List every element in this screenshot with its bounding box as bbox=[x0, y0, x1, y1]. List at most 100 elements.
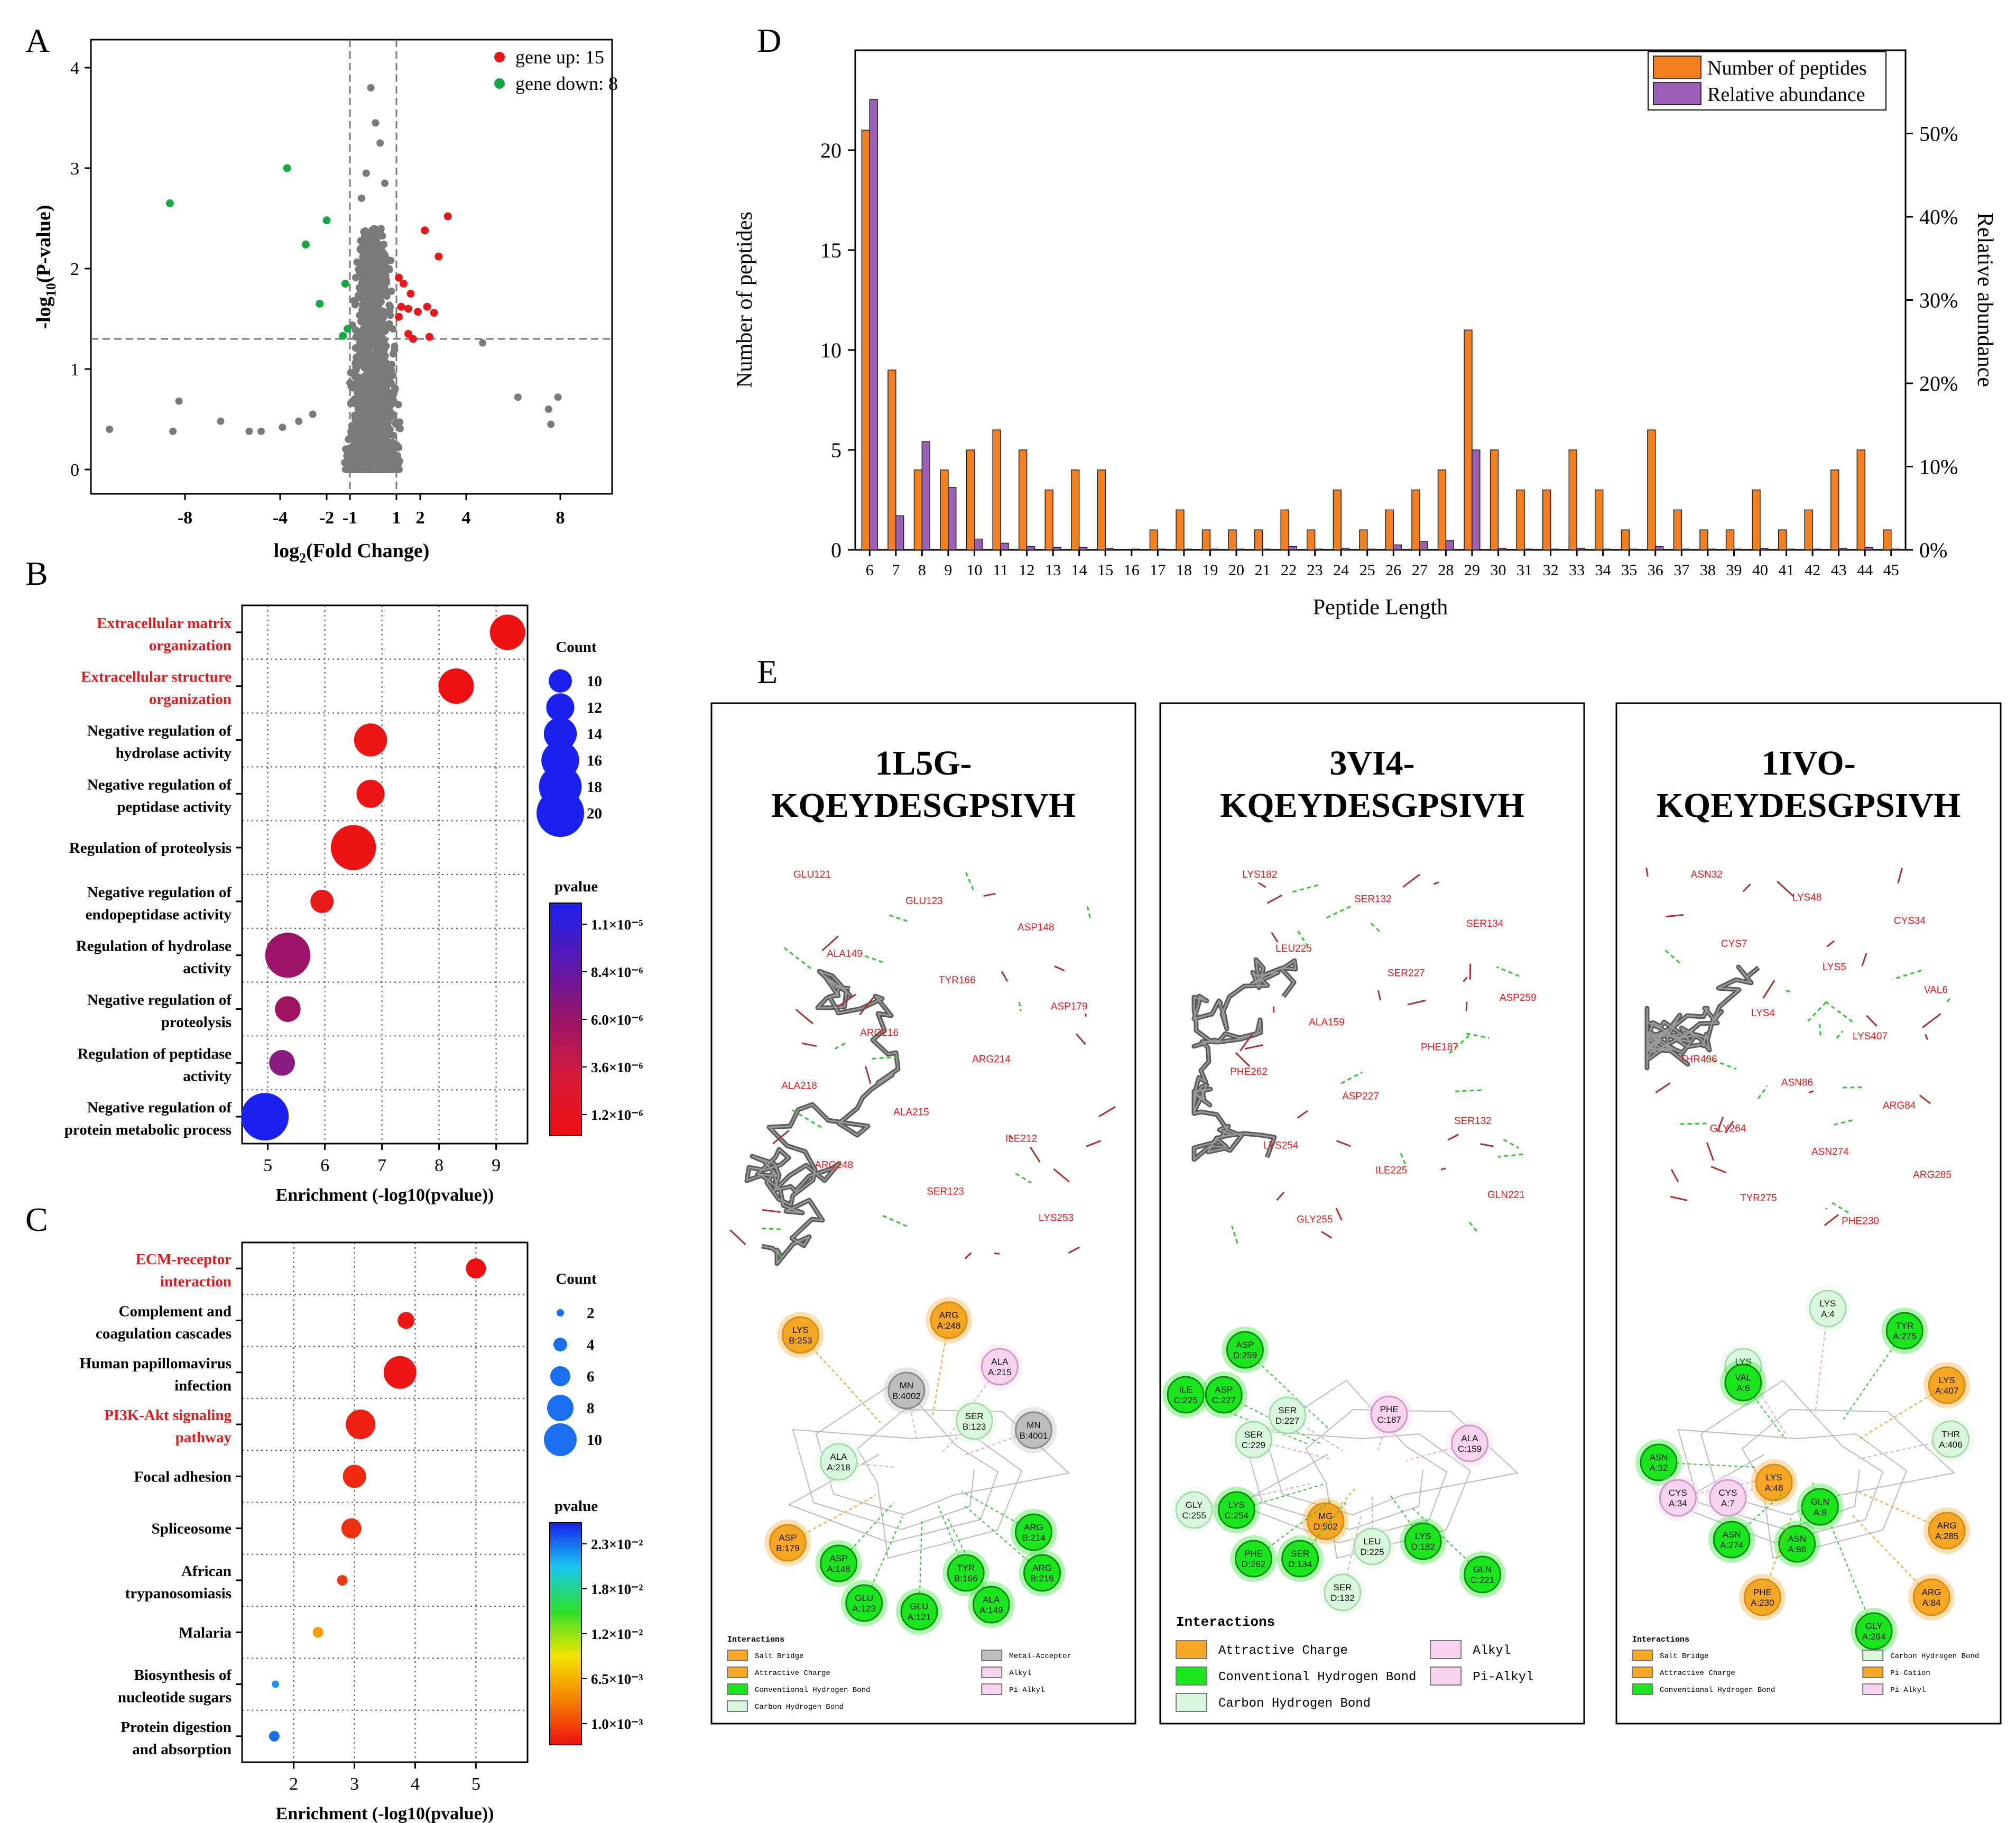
residue-stick bbox=[1098, 1106, 1116, 1118]
ns-point bbox=[352, 274, 359, 282]
ns-point bbox=[384, 372, 392, 380]
ns-point bbox=[479, 339, 487, 347]
residue-node bbox=[1205, 1376, 1243, 1414]
residue-stick bbox=[1922, 1013, 1941, 1028]
ligand-2d-skeleton bbox=[788, 1379, 1070, 1559]
ns-point bbox=[377, 298, 385, 306]
residue-node bbox=[781, 1316, 819, 1354]
residue-node-id: A:121 bbox=[908, 1612, 931, 1622]
residue-node bbox=[1464, 1555, 1502, 1594]
ns-point bbox=[547, 420, 555, 428]
x-tick-label: 41 bbox=[1779, 561, 1795, 579]
x-tick-label: 4 bbox=[411, 1774, 420, 1794]
residue-label-3d: ILE225 bbox=[1375, 1165, 1407, 1176]
down-point bbox=[165, 199, 174, 207]
up-point bbox=[397, 302, 405, 311]
ns-point bbox=[380, 452, 387, 460]
ns-point bbox=[358, 195, 365, 202]
ns-point bbox=[360, 448, 368, 456]
docking-title: KQEYDESGPSIVH bbox=[1657, 786, 1961, 825]
residue-stick bbox=[837, 993, 856, 1008]
legend-swatch bbox=[1176, 1640, 1207, 1659]
ns-point bbox=[378, 344, 386, 352]
bubble bbox=[341, 1518, 362, 1539]
ns-point bbox=[362, 343, 369, 351]
residue-node bbox=[1713, 1521, 1751, 1559]
x-tick-label: 20 bbox=[1228, 561, 1244, 579]
term-label: organization bbox=[149, 691, 232, 708]
docking-title: KQEYDESGPSIVH bbox=[771, 786, 1076, 825]
interaction-line bbox=[918, 1519, 923, 1612]
plot-frame bbox=[241, 1241, 529, 1763]
ns-point bbox=[389, 439, 396, 447]
residue-node bbox=[972, 1586, 1010, 1624]
legend-swatch bbox=[1430, 1667, 1462, 1686]
ns-point bbox=[373, 307, 381, 315]
residue-node-name: ALA bbox=[1461, 1433, 1478, 1443]
x-tick-label: 33 bbox=[1569, 561, 1585, 579]
x-tick-label: 18 bbox=[1176, 561, 1192, 579]
residue-node bbox=[1928, 1366, 1966, 1404]
residue-stick bbox=[1463, 977, 1468, 982]
residue-label-3d: VAL6 bbox=[1924, 985, 1948, 996]
y-tick-label: 20 bbox=[820, 139, 841, 162]
legend-size-label: 18 bbox=[587, 779, 602, 796]
bubble bbox=[438, 668, 474, 704]
bar-abundance bbox=[921, 441, 930, 550]
bar-abundance bbox=[869, 99, 878, 550]
ns-point bbox=[374, 315, 382, 323]
residue-node-name: ILE bbox=[1179, 1385, 1192, 1395]
down-point bbox=[316, 300, 324, 308]
bar-abundance bbox=[1419, 541, 1428, 550]
term-label: Complement and bbox=[119, 1303, 232, 1320]
bar-peptides bbox=[1254, 529, 1263, 550]
term-label: Negative regulation of bbox=[87, 723, 232, 740]
term-label: Spliceosome bbox=[152, 1521, 232, 1537]
residue-node-name: ALA bbox=[830, 1452, 848, 1462]
term-label: Extracellular structure bbox=[81, 669, 232, 686]
bubble bbox=[489, 614, 525, 650]
x-tick-label: 35 bbox=[1621, 561, 1637, 579]
residue-node-name: MN bbox=[900, 1380, 913, 1391]
residue-stick bbox=[1257, 882, 1266, 888]
residue-stick bbox=[795, 1009, 813, 1025]
legend-swatch bbox=[1862, 1650, 1884, 1661]
ns-point bbox=[175, 397, 183, 405]
up-point bbox=[395, 273, 403, 282]
ns-point bbox=[106, 426, 114, 433]
down-point bbox=[344, 325, 352, 333]
legend-size-bubble bbox=[549, 669, 572, 693]
bar-peptides bbox=[1752, 489, 1761, 550]
term-label: coagulation cascades bbox=[96, 1325, 232, 1342]
x-tick-label: 11 bbox=[993, 561, 1009, 579]
x-tick-label: 8 bbox=[918, 561, 926, 579]
residue-stick bbox=[1235, 1052, 1251, 1067]
residue-node-name: LYS bbox=[1766, 1472, 1782, 1483]
ns-point bbox=[376, 392, 384, 400]
bar-peptides bbox=[1778, 529, 1787, 550]
residue-node bbox=[1015, 1411, 1053, 1449]
bar-peptides bbox=[1385, 509, 1394, 550]
interactions-legend-title: Interactions bbox=[727, 1635, 784, 1644]
interaction-line bbox=[1253, 1500, 1331, 1559]
bar-abundance bbox=[1157, 548, 1166, 550]
panel-letter-b: B bbox=[25, 555, 48, 592]
bar-abundance bbox=[974, 538, 983, 550]
ns-point bbox=[366, 350, 374, 358]
residue-stick bbox=[1897, 868, 1903, 883]
residue-stick bbox=[1402, 873, 1420, 888]
ns-point bbox=[389, 465, 397, 473]
term-label: Negative regulation of bbox=[87, 884, 232, 901]
y2-tick-label: 30% bbox=[1919, 289, 1958, 312]
residue-node-name: ASP bbox=[830, 1553, 848, 1563]
ns-point bbox=[245, 427, 253, 435]
residue-stick bbox=[1029, 1146, 1041, 1163]
x-tick-label: 10 bbox=[966, 561, 982, 579]
bar-abundance bbox=[1078, 547, 1088, 550]
x-tick-label: 21 bbox=[1255, 561, 1271, 579]
ns-point bbox=[358, 406, 366, 414]
residue-node bbox=[1307, 1502, 1345, 1540]
bar-abundance bbox=[1864, 547, 1873, 550]
bar-abundance bbox=[1890, 548, 1900, 550]
residue-label-3d: ASP148 bbox=[1018, 922, 1055, 933]
